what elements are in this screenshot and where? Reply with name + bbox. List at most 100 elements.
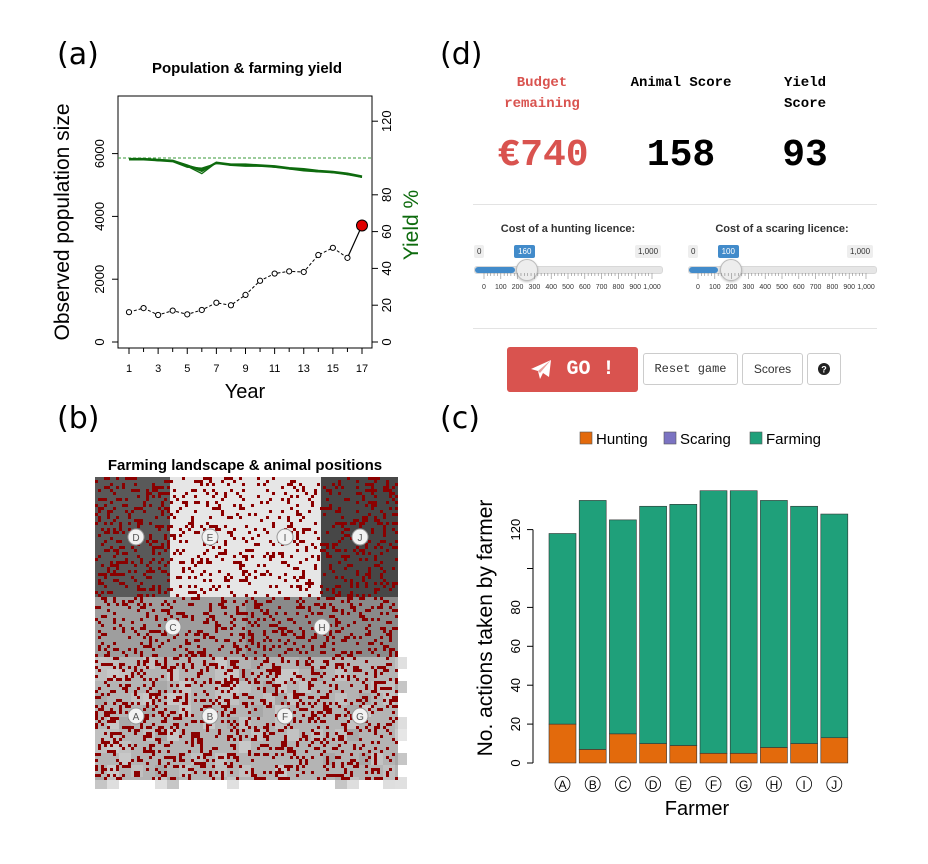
- animal-pixel: [335, 585, 338, 588]
- animal-pixel: [203, 633, 206, 636]
- animal-pixel: [245, 570, 248, 573]
- hunting-slider-track[interactable]: [474, 266, 663, 274]
- animal-pixel: [254, 606, 257, 609]
- help-button[interactable]: ?: [807, 353, 841, 385]
- farmer-tick-circle: [705, 776, 722, 792]
- animal-pixel: [101, 624, 104, 627]
- animal-pixel: [146, 570, 149, 573]
- animal-pixel: [281, 486, 284, 489]
- scaring-slider-track[interactable]: [688, 266, 877, 274]
- animal-pixel: [329, 492, 332, 495]
- animal-pixel: [152, 594, 155, 597]
- animal-pixel: [197, 480, 200, 483]
- animal-pixel: [251, 639, 254, 642]
- animal-pixel: [167, 561, 170, 564]
- animal-pixel: [164, 756, 167, 759]
- animal-pixel: [98, 507, 101, 510]
- animal-pixel: [302, 765, 305, 768]
- animal-pixel: [248, 582, 251, 585]
- animal-pixel: [245, 579, 248, 582]
- animal-pixel: [227, 477, 230, 480]
- animal-pixel: [257, 534, 260, 537]
- animal-pixel: [359, 492, 362, 495]
- animal-pixel: [116, 498, 119, 501]
- animal-pixel: [131, 702, 134, 705]
- animal-pixel: [137, 663, 140, 666]
- animal-pixel: [371, 771, 374, 774]
- animal-pixel: [332, 588, 335, 591]
- animal-pixel: [146, 633, 149, 636]
- animal-pixel: [158, 732, 161, 735]
- animal-pixel: [179, 645, 182, 648]
- animal-pixel: [305, 762, 308, 765]
- animal-pixel: [317, 738, 320, 741]
- animal-pixel: [101, 693, 104, 696]
- animal-pixel: [167, 492, 170, 495]
- hunting-slider-handle[interactable]: [516, 259, 539, 281]
- animal-pixel: [362, 495, 365, 498]
- animal-pixel: [182, 561, 185, 564]
- animal-pixel: [353, 621, 356, 624]
- animal-pixel: [395, 741, 398, 744]
- chart-c-ytick-label: 120: [508, 519, 523, 541]
- animal-pixel: [371, 705, 374, 708]
- chart-a-xlabel: Year: [225, 381, 266, 403]
- animal-pixel: [314, 732, 317, 735]
- animal-pixel: [323, 765, 326, 768]
- animal-pixel: [374, 732, 377, 735]
- animal-pixel: [377, 588, 380, 591]
- animal-pixel: [101, 738, 104, 741]
- animal-pixel: [314, 636, 317, 639]
- animal-pixel: [308, 687, 311, 690]
- animal-pixel: [152, 714, 155, 717]
- animal-pixel: [308, 717, 311, 720]
- animal-pixel: [170, 741, 173, 744]
- animal-pixel: [164, 729, 167, 732]
- animal-pixel: [266, 609, 269, 612]
- animal-pixel: [122, 735, 125, 738]
- animal-pixel: [155, 768, 158, 771]
- animal-pixel: [395, 705, 398, 708]
- animal-pixel: [146, 690, 149, 693]
- animal-pixel: [209, 516, 212, 519]
- animal-pixel: [113, 627, 116, 630]
- animal-pixel: [386, 486, 389, 489]
- animal-pixel: [173, 777, 176, 780]
- animal-pixel: [323, 645, 326, 648]
- scores-button[interactable]: Scores: [742, 353, 803, 385]
- animal-pixel: [362, 696, 365, 699]
- animal-pixel: [134, 771, 137, 774]
- go-button[interactable]: GO !: [507, 347, 638, 392]
- animal-pixel: [347, 654, 350, 657]
- animal-pixel: [104, 768, 107, 771]
- animal-pixel: [326, 711, 329, 714]
- animal-pixel: [149, 639, 152, 642]
- animal-pixel: [116, 579, 119, 582]
- animal-pixel: [206, 726, 209, 729]
- legend-label-farming: Farming: [766, 431, 821, 448]
- animal-pixel: [350, 762, 353, 765]
- animal-pixel: [380, 627, 383, 630]
- animal-pixel: [344, 708, 347, 711]
- animal-pixel: [179, 528, 182, 531]
- animal-pixel: [341, 675, 344, 678]
- chart-c-ytick-label: 40: [508, 678, 523, 692]
- reset-game-button[interactable]: Reset game: [643, 353, 738, 385]
- animal-pixel: [173, 729, 176, 732]
- animal-pixel: [371, 768, 374, 771]
- animal-pixel: [302, 702, 305, 705]
- animal-pixel: [389, 633, 392, 636]
- animal-pixel: [119, 705, 122, 708]
- animal-pixel: [167, 486, 170, 489]
- animal-pixel: [176, 498, 179, 501]
- animal-pixel: [191, 615, 194, 618]
- animal-pixel: [113, 564, 116, 567]
- animal-pixel: [134, 693, 137, 696]
- animal-pixel: [224, 678, 227, 681]
- animal-pixel: [233, 642, 236, 645]
- animal-pixel: [155, 654, 158, 657]
- animal-pixel: [221, 777, 224, 780]
- animal-pixel: [146, 492, 149, 495]
- animal-pixel: [329, 555, 332, 558]
- animal-pixel: [368, 576, 371, 579]
